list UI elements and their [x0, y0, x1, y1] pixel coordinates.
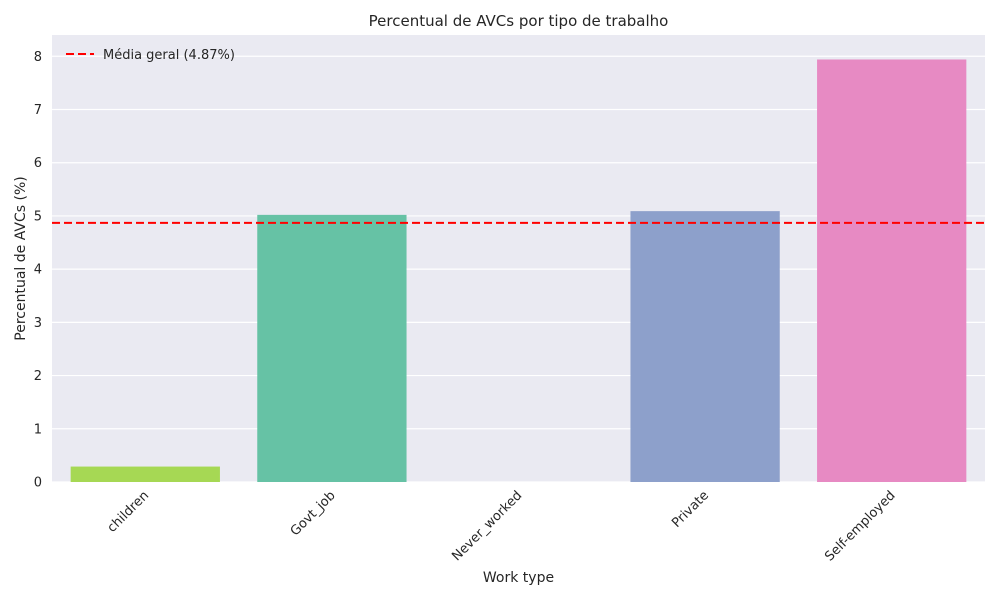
y-tick-label: 2: [34, 369, 42, 384]
x-tick-label: Private: [669, 488, 712, 531]
bar-children: [70, 466, 220, 482]
y-axis-title: Percentual de AVCs (%): [13, 176, 29, 340]
bar-private: [630, 211, 780, 482]
chart-title: Percentual de AVCs por tipo de trabalho: [369, 12, 669, 30]
y-tick-label: 0: [34, 476, 42, 491]
y-tick-label: 4: [34, 263, 42, 278]
bars: [70, 59, 967, 482]
bar-self-employed: [817, 59, 967, 482]
x-tick-label: Never_worked: [449, 488, 525, 564]
y-tick-label: 8: [34, 50, 42, 65]
x-tick-label: Self-employed: [822, 488, 898, 564]
legend-label: Média geral (4.87%): [103, 48, 235, 63]
legend: Média geral (4.87%): [66, 48, 235, 63]
y-tick-labels: 0 1 2 3 4 5 6 7 8: [34, 50, 42, 491]
x-axis-title: Work type: [483, 570, 554, 586]
x-tick-label: children: [105, 488, 152, 535]
y-tick-label: 6: [34, 156, 42, 171]
x-tick-labels: children Govt_job Never_worked Private Self-…: [105, 488, 899, 564]
x-tick-label: Govt_job: [288, 488, 339, 539]
bar-govt-job: [257, 214, 407, 482]
y-tick-label: 3: [34, 316, 42, 331]
y-tick-label: 7: [34, 103, 42, 118]
y-tick-label: 5: [34, 209, 42, 224]
y-tick-label: 1: [34, 422, 42, 437]
